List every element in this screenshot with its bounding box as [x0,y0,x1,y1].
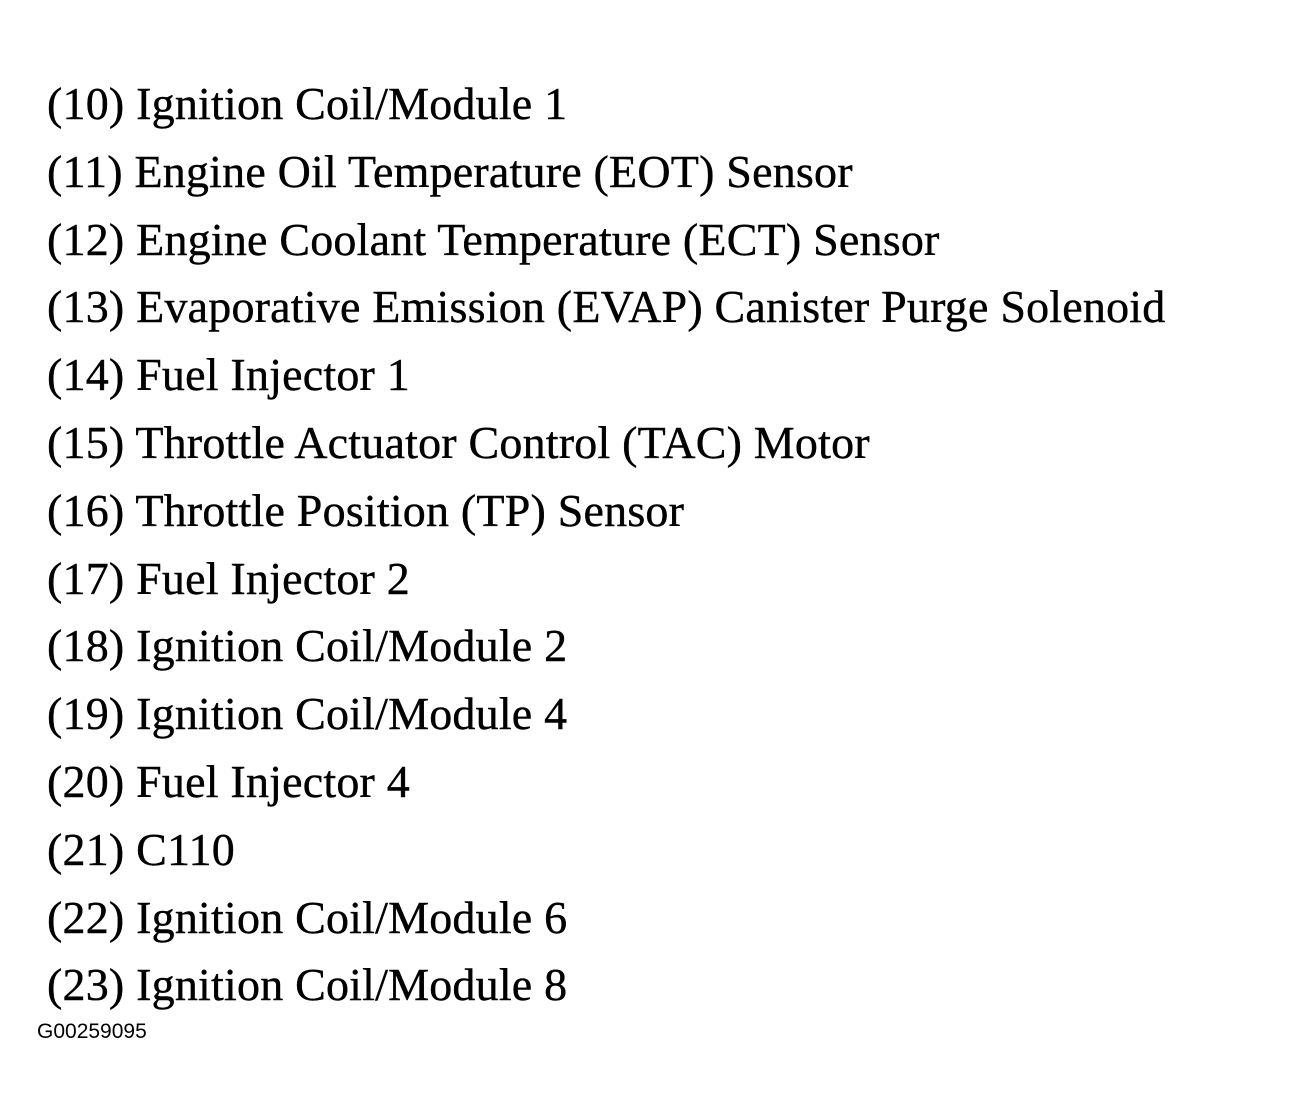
legend-item: (14) Fuel Injector 1 [47,341,1165,409]
legend-item: (16) Throttle Position (TP) Sensor [47,477,1165,545]
legend-label: Engine Oil Temperature (EOT) Sensor [134,145,853,197]
legend-number: (14) [47,349,125,401]
legend-label: Ignition Coil/Module 1 [136,78,568,129]
legend-number: (11) [47,145,123,197]
legend-number: (10) [47,78,125,129]
legend-number: (19) [47,688,125,740]
legend-item: (13) Evaporative Emission (EVAP) Caniste… [47,273,1166,341]
legend-label: Evaporative Emission (EVAP) Canister Pur… [136,281,1166,333]
legend-number: (13) [47,281,125,333]
legend-label: Fuel Injector 2 [136,552,410,604]
legend-label: Fuel Injector 1 [136,349,410,401]
legend-label: C110 [136,823,235,875]
legend-number: (15) [47,416,125,468]
legend-item: (23) Ignition Coil/Module 8 [47,951,1165,1019]
legend-item: (19) Ignition Coil/Module 4 [47,680,1165,748]
legend-item: (22) Ignition Coil/Module 6 [47,884,1165,952]
legend-item: (15) Throttle Actuator Control (TAC) Mot… [47,409,1165,477]
legend-label: Throttle Position (TP) Sensor [135,484,685,536]
figure-id: G00259095 [37,1020,147,1043]
legend-label: Ignition Coil/Module 8 [136,959,568,1011]
legend-label: Ignition Coil/Module 4 [136,688,568,740]
legend-number: (16) [47,484,125,536]
legend-number: (12) [47,213,125,265]
legend-number: (20) [47,755,125,807]
legend-item: (18) Ignition Coil/Module 2 [47,612,1165,680]
legend-label: Fuel Injector 4 [136,755,410,807]
legend-label: Ignition Coil/Module 2 [136,620,568,672]
legend-label: Throttle Actuator Control (TAC) Motor [135,416,870,468]
legend-label: Engine Coolant Temperature (ECT) Sensor [136,213,940,265]
component-legend: (10) Ignition Coil/Module 1 (11) Engine O… [47,70,1166,1019]
legend-label: Ignition Coil/Module 6 [136,891,568,943]
legend-number: (22) [47,891,125,943]
legend-item: (11) Engine Oil Temperature (EOT) Sensor [47,138,1165,206]
legend-item: (17) Fuel Injector 2 [47,545,1165,613]
legend-item: (20) Fuel Injector 4 [47,748,1165,816]
legend-item: (10) Ignition Coil/Module 1 [47,70,1165,138]
legend-number: (21) [47,823,125,875]
legend-number: (17) [47,552,125,604]
legend-number: (23) [47,959,125,1011]
legend-number: (18) [47,620,125,672]
legend-item: (12) Engine Coolant Temperature (ECT) Se… [47,206,1165,274]
legend-item: (21) C110 [47,816,1165,884]
